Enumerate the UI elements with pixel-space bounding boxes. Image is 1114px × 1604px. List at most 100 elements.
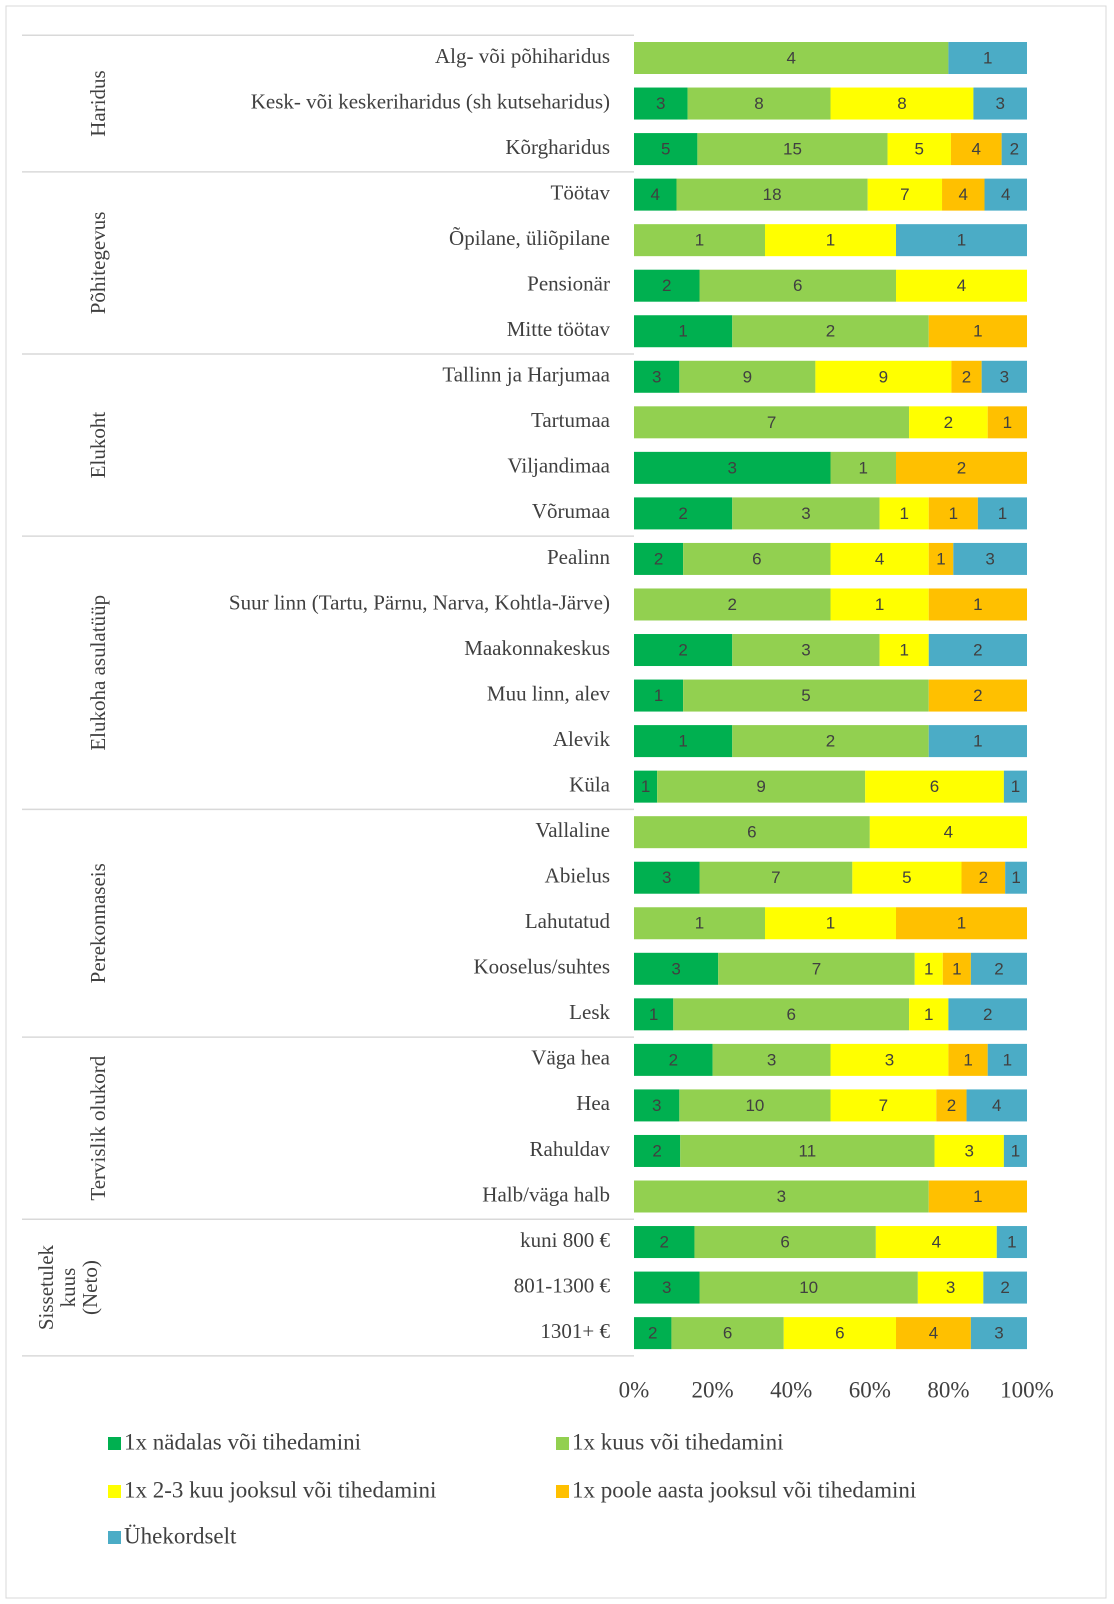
data-label: 1 xyxy=(973,732,982,751)
bar-segment xyxy=(830,1043,949,1076)
bar-segment xyxy=(928,497,978,530)
data-label: 6 xyxy=(747,823,756,842)
bar-segment xyxy=(928,679,1027,712)
data-label: 2 xyxy=(973,641,982,660)
data-label: 2 xyxy=(662,276,671,295)
data-label: 1 xyxy=(641,777,650,796)
bar-segment xyxy=(936,1089,967,1122)
data-label: 2 xyxy=(979,868,988,887)
data-label: 1 xyxy=(678,322,687,341)
data-label: 1 xyxy=(957,231,966,250)
bar-segment xyxy=(869,816,1027,849)
category-label: Viljandimaa xyxy=(507,454,610,478)
bar-segment xyxy=(732,315,929,348)
bar-segment xyxy=(928,315,1027,348)
data-label: 1 xyxy=(924,1005,933,1024)
bar-segment xyxy=(867,178,943,211)
bar-segment xyxy=(699,1271,918,1304)
group-label: Põhitegevus xyxy=(86,212,110,315)
bar-segment xyxy=(694,1226,876,1259)
bar-segment xyxy=(699,269,896,302)
bar-segment xyxy=(950,133,1002,166)
category-label: Lesk xyxy=(569,1000,610,1024)
data-label: 18 xyxy=(763,185,782,204)
bar-segment xyxy=(973,87,1027,120)
category-label: Tallinn ja Harjumaa xyxy=(442,363,610,387)
data-label: 9 xyxy=(879,367,888,386)
group-label: Perekonnaseis xyxy=(86,863,110,983)
data-label: 4 xyxy=(944,823,953,842)
data-label: 3 xyxy=(994,1324,1003,1343)
data-label: 1 xyxy=(936,549,945,568)
bar-segment xyxy=(948,998,1027,1031)
bar-segment xyxy=(634,588,831,621)
data-label: 4 xyxy=(651,185,660,204)
bar-segment xyxy=(634,998,674,1031)
bar-segment xyxy=(634,133,698,166)
data-label: 2 xyxy=(659,1233,668,1252)
bar-segment xyxy=(676,178,868,211)
bar-segment xyxy=(984,178,1027,211)
bar-segment xyxy=(987,1043,1027,1076)
category-label: kuni 800 € xyxy=(520,1228,610,1252)
data-label: 3 xyxy=(885,1050,894,1069)
bar-segment xyxy=(732,634,880,667)
data-label: 6 xyxy=(835,1324,844,1343)
data-label: 3 xyxy=(801,641,810,660)
data-label: 1 xyxy=(924,959,933,978)
data-label: 8 xyxy=(897,94,906,113)
data-label: 2 xyxy=(994,959,1003,978)
data-label: 5 xyxy=(915,140,924,159)
data-label: 1 xyxy=(826,231,835,250)
data-label: 1 xyxy=(1011,868,1020,887)
data-label: 1 xyxy=(1003,1050,1012,1069)
data-label: 1 xyxy=(949,504,958,523)
bar-segment xyxy=(634,725,733,758)
data-label: 5 xyxy=(801,686,810,705)
bar-segment xyxy=(634,679,684,712)
bar-segment xyxy=(634,1043,713,1076)
data-label: 2 xyxy=(826,322,835,341)
bar-segment xyxy=(830,451,896,484)
x-tick-label: 100% xyxy=(1000,1377,1054,1402)
legend-label: 1x kuus või tihedamini xyxy=(572,1429,783,1454)
data-label: 7 xyxy=(767,413,776,432)
data-label: 2 xyxy=(728,595,737,614)
data-label: 4 xyxy=(932,1233,941,1252)
data-label: 1 xyxy=(899,641,908,660)
data-label: 2 xyxy=(944,413,953,432)
bar-segment xyxy=(928,634,1027,667)
bar-segment xyxy=(896,451,1027,484)
bar-segment xyxy=(680,1134,935,1167)
data-label: 4 xyxy=(875,549,884,568)
group-label: Sissetulekkuus(Neto) xyxy=(34,1244,102,1330)
legend-label: 1x poole aasta jooksul või tihedamini xyxy=(572,1477,916,1502)
bar-segment xyxy=(634,952,719,985)
bar-segment xyxy=(875,1226,997,1259)
category-label: Küla xyxy=(569,772,611,796)
data-label: 1 xyxy=(973,322,982,341)
legend-swatch xyxy=(108,1531,121,1544)
bar-segment xyxy=(928,588,1027,621)
data-label: 2 xyxy=(1000,1278,1009,1297)
data-label: 3 xyxy=(662,868,671,887)
bar-segment xyxy=(634,1134,681,1167)
legend-swatch xyxy=(556,1485,569,1498)
category-label: Võrumaa xyxy=(532,499,611,523)
bar-segment xyxy=(966,1089,1027,1122)
bar-segment xyxy=(928,725,1027,758)
bar-segment xyxy=(970,1317,1027,1350)
data-label: 1 xyxy=(1011,1141,1020,1160)
category-label: Pealinn xyxy=(547,545,610,569)
bar-segment xyxy=(970,952,1027,985)
data-label: 6 xyxy=(780,1233,789,1252)
category-label: Hea xyxy=(576,1091,610,1115)
bar-segment xyxy=(909,406,988,439)
data-label: 5 xyxy=(902,868,911,887)
x-tick-label: 20% xyxy=(692,1377,734,1402)
data-label: 1 xyxy=(983,48,992,67)
data-label: 1 xyxy=(1003,413,1012,432)
data-label: 11 xyxy=(799,1141,817,1160)
legend-label: Ühekordselt xyxy=(124,1523,237,1548)
bar-segment xyxy=(657,770,866,803)
